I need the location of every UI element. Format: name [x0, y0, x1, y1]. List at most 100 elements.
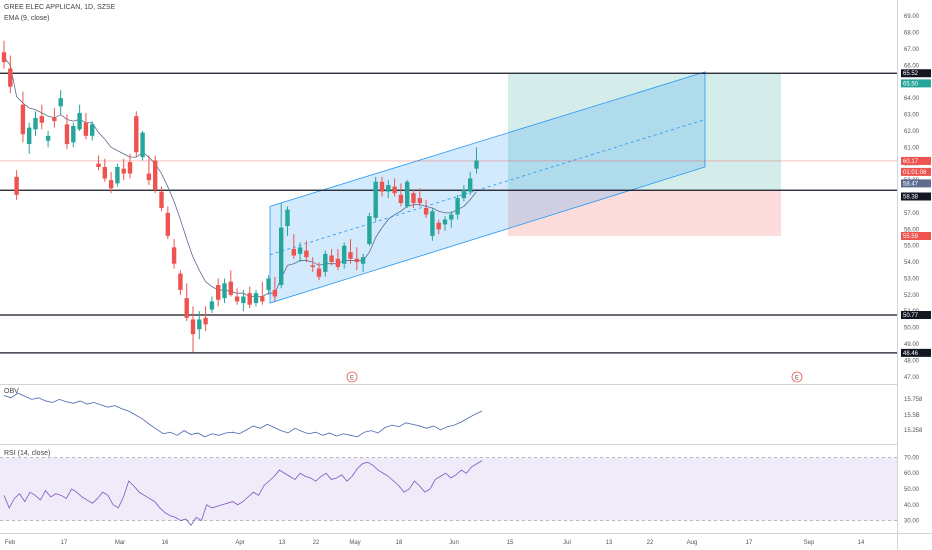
price-tick-label: 55.00 — [904, 244, 920, 250]
candle-body — [430, 211, 435, 236]
rsi-tick-label: 30.00 — [904, 519, 920, 525]
candle-body — [405, 181, 410, 207]
time-tick-label: Jun — [449, 540, 459, 546]
stop-zone — [508, 190, 781, 237]
candle-body — [127, 162, 133, 174]
candle-body — [468, 178, 473, 192]
price-tick-label: 66.00 — [904, 63, 920, 69]
price-tick-label: 57.00 — [904, 211, 920, 217]
earnings-marker-label: E — [350, 376, 354, 382]
candle-body — [20, 104, 26, 135]
price-badge-label: 65.50 — [903, 81, 919, 87]
rsi-tick-label: 50.00 — [904, 487, 920, 493]
price-tick-label: 47.00 — [904, 375, 920, 381]
candle-body — [121, 168, 126, 174]
time-tick-label: May — [349, 540, 360, 546]
price-tick-label: 50.00 — [904, 326, 920, 332]
time-tick-label: 17 — [61, 540, 68, 546]
rsi-tick-label: 70.00 — [904, 455, 920, 461]
candle-body — [146, 173, 152, 181]
candle-body — [90, 124, 95, 136]
price-tick-label: 62.00 — [904, 129, 920, 135]
candle-body — [398, 194, 404, 204]
price-tick-label: 68.00 — [904, 31, 920, 37]
price-tick-label: 48.00 — [904, 358, 920, 364]
earnings-marker — [346, 371, 358, 383]
ema-legend: EMA (9, close) — [4, 15, 50, 22]
time-tick-label: 13 — [279, 540, 286, 546]
time-tick-label: Apr — [235, 540, 244, 546]
candle-body — [115, 166, 120, 184]
rsi-legend: RSI (14, close) — [4, 450, 51, 457]
price-badge-label: 60.17 — [903, 159, 919, 165]
time-tick-label: 22 — [313, 540, 320, 546]
candle-body — [234, 296, 240, 302]
price-badge — [901, 156, 931, 165]
time-tick-label: 18 — [396, 540, 403, 546]
candle-body — [71, 126, 76, 143]
time-tick-label: 16 — [162, 540, 169, 546]
candle-body — [134, 116, 139, 153]
candle-body — [392, 186, 397, 194]
obv-tick-label: 15.258 — [904, 428, 923, 434]
price-badge — [901, 179, 931, 188]
candle-body — [436, 222, 441, 230]
regression-channel — [269, 71, 706, 304]
candle-body — [373, 181, 378, 218]
price-tick-label: 69.00 — [904, 14, 920, 20]
candle-body — [379, 181, 385, 192]
candle-body — [342, 245, 347, 264]
price-badge-label: 58.38 — [903, 195, 919, 201]
candle-body — [33, 117, 38, 130]
rsi-tick-label: 40.00 — [904, 503, 920, 509]
candle-body — [474, 160, 479, 169]
price-badge — [901, 311, 931, 320]
candle-body — [14, 176, 19, 195]
time-tick-label: 22 — [647, 540, 654, 546]
candle-body — [83, 122, 89, 136]
candle-body — [165, 212, 170, 236]
candle-body — [367, 216, 372, 245]
candle-body — [45, 135, 51, 141]
price-tick-label: 56.00 — [904, 227, 920, 233]
obv-tick-label: 15.5B — [904, 413, 920, 419]
candle-body — [272, 289, 278, 297]
candle-body — [108, 180, 114, 189]
price-tick-label: 64.00 — [904, 96, 920, 102]
price-tick-label: 61.00 — [904, 145, 920, 151]
candle-body — [222, 283, 227, 299]
candle-body — [329, 255, 334, 263]
price-tick-label: 49.00 — [904, 342, 920, 348]
candle-body — [27, 127, 32, 145]
price-badge — [901, 167, 931, 176]
target-zone — [508, 73, 781, 191]
rsi-tick-label: 60.00 — [904, 471, 920, 477]
price-badge — [901, 192, 931, 201]
price-badge — [901, 348, 931, 357]
candle-body — [1, 52, 7, 63]
candle-body — [178, 273, 183, 290]
candle-body — [102, 166, 107, 179]
candle-body — [449, 214, 454, 220]
candle-body — [310, 265, 315, 267]
time-tick-label: Jul — [563, 540, 571, 546]
candle-body — [279, 227, 284, 286]
price-badge — [901, 79, 931, 88]
price-badge-label: 01:01:06 — [903, 170, 927, 176]
candle-body — [260, 296, 265, 302]
price-badge-label: 55.59 — [903, 234, 919, 240]
candle-body — [52, 117, 57, 122]
price-tick-label: 52.00 — [904, 293, 920, 299]
candle-body — [64, 124, 70, 145]
price-badge-label: 48.46 — [903, 351, 919, 357]
candle-body — [140, 132, 145, 158]
candle-body — [77, 112, 82, 130]
candle-body — [291, 248, 296, 256]
candle-body — [171, 247, 177, 264]
price-badge-label: 65.52 — [903, 71, 919, 77]
earnings-marker — [791, 371, 803, 383]
candle-body — [417, 198, 422, 204]
candle-body — [96, 163, 101, 167]
time-tick-label: Mar — [115, 540, 125, 546]
